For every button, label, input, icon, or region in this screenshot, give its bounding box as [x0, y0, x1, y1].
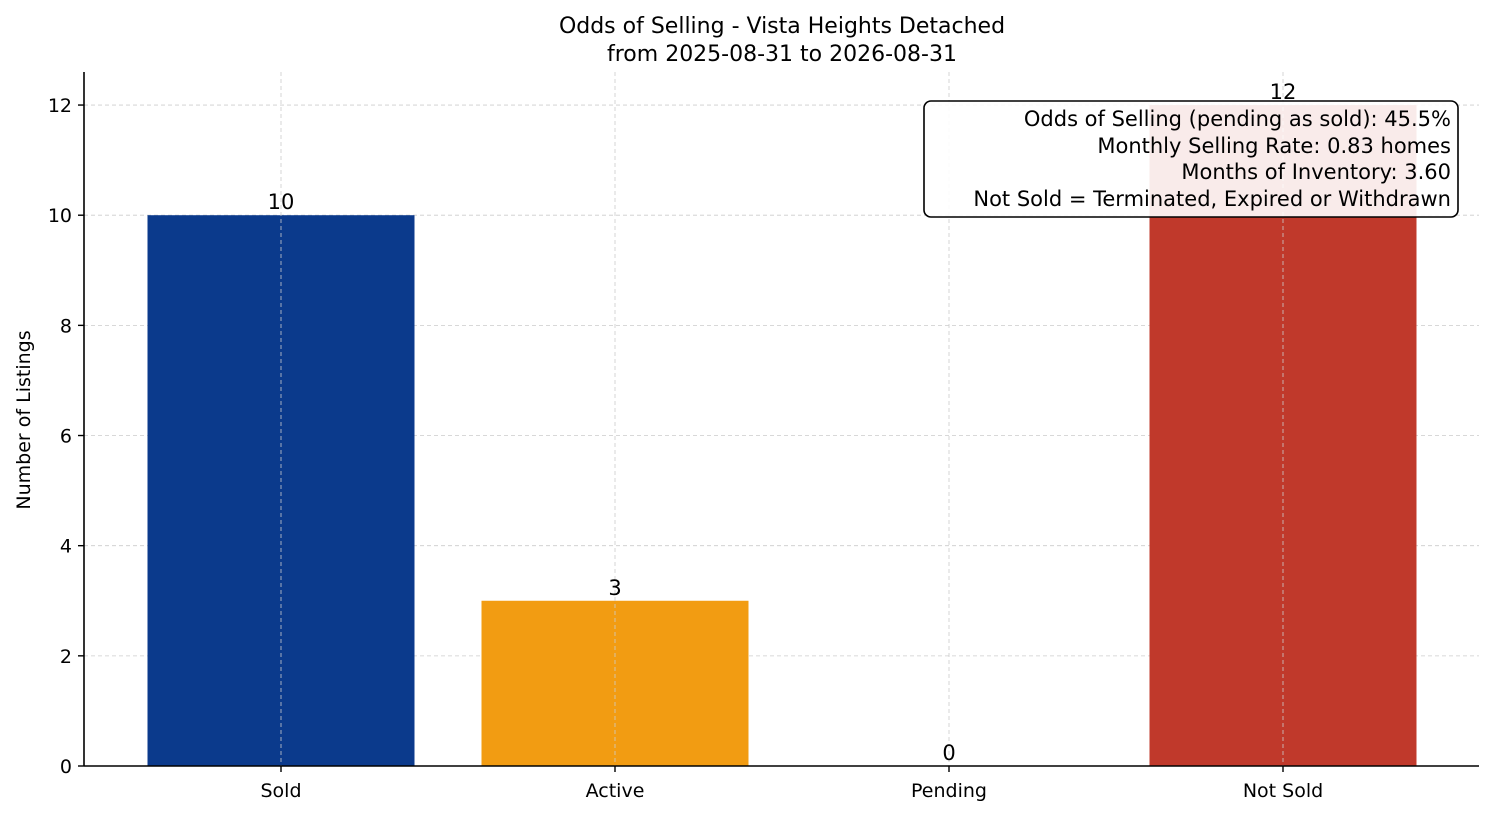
x-tick-label: Pending [911, 780, 987, 802]
x-tick-label: Sold [260, 780, 301, 802]
y-tick-label: 6 [60, 426, 72, 448]
info-box-frame [923, 100, 1459, 218]
y-tick-label: 0 [60, 756, 72, 778]
chart-subtitle: from 2025-08-31 to 2026-08-31 [607, 42, 957, 67]
y-axis-label: Number of Listings [13, 330, 35, 509]
bar-value-label: 0 [942, 741, 955, 765]
value-labels-layer: 10 3 0 12 [268, 80, 1297, 765]
bar-value-label: 10 [268, 190, 295, 214]
y-tick-label: 4 [60, 536, 72, 558]
bar-value-label: 12 [1270, 80, 1297, 104]
info-not-sold-definition: Not Sold = Terminated, Expired or Withdr… [973, 187, 1451, 211]
info-odds-of-selling: Odds of Selling (pending as sold): 45.5% [1024, 107, 1451, 131]
x-tick-label: Not Sold [1243, 780, 1323, 802]
x-ticks-layer: Sold Active Pending Not Sold [260, 766, 1323, 802]
chart-title: Odds of Selling - Vista Heights Detached [559, 14, 1005, 39]
y-tick-label: 8 [60, 315, 72, 337]
y-tick-label: 12 [48, 95, 72, 117]
info-monthly-selling-rate: Monthly Selling Rate: 0.83 homes [1097, 134, 1451, 158]
y-ticks-layer: 0 2 4 6 8 10 12 [48, 95, 84, 778]
bar-value-label: 3 [608, 576, 621, 600]
y-tick-label: 10 [48, 205, 72, 227]
axes-layer [83, 72, 1479, 767]
x-tick-label: Active [586, 780, 645, 802]
y-tick-label: 2 [60, 646, 72, 668]
info-box: Odds of Selling (pending as sold): 45.5%… [923, 100, 1459, 218]
info-months-of-inventory: Months of Inventory: 3.60 [1181, 160, 1451, 184]
